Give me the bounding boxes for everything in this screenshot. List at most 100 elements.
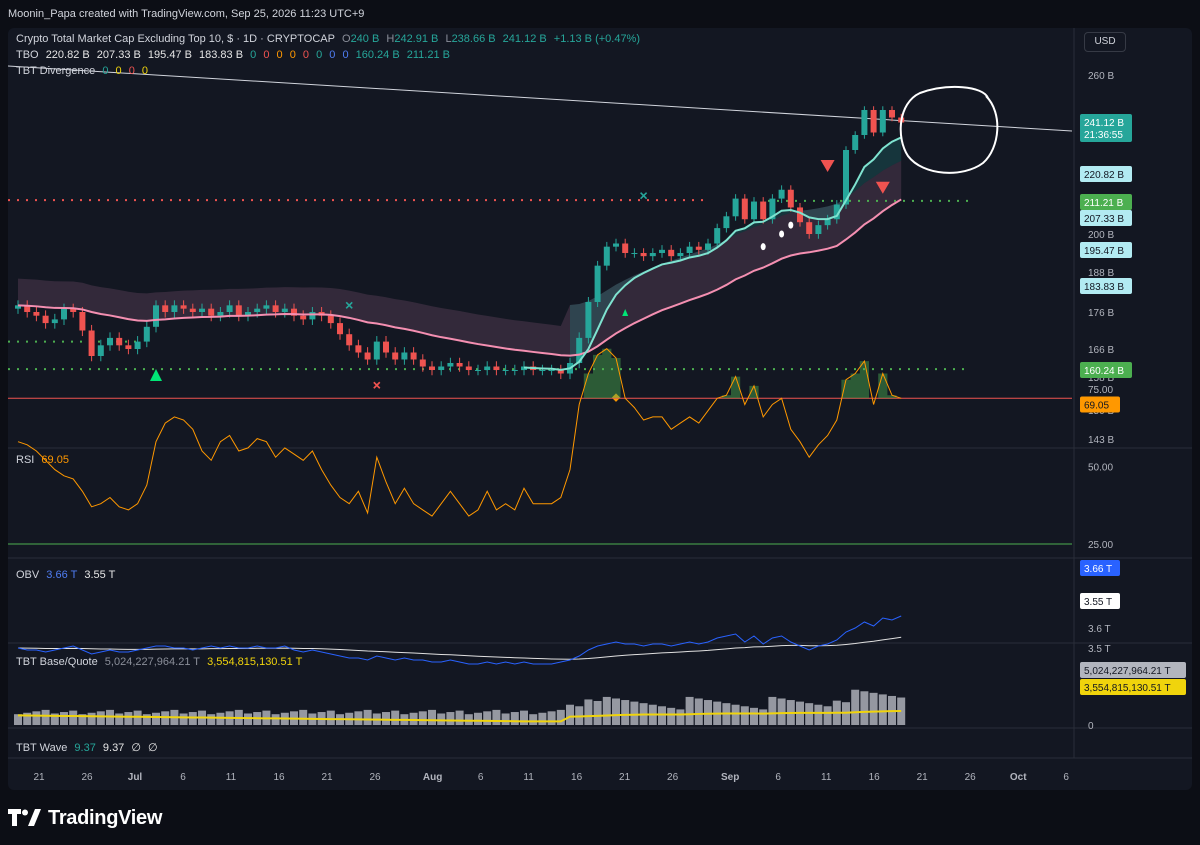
rsi-value: 69.05 — [41, 454, 69, 466]
tbo-legend[interactable]: TBO 220.82 B 207.33 B 195.47 B 183.83 B … — [16, 49, 450, 61]
candle — [622, 243, 629, 253]
base-quote-bar — [740, 706, 749, 725]
candle — [778, 189, 785, 199]
time-axis-label: Aug — [423, 772, 442, 783]
main-legend[interactable]: Crypto Total Market Cap Excluding Top 10… — [16, 33, 641, 45]
base-quote-bar — [474, 712, 482, 725]
time-axis-label: 26 — [965, 772, 977, 783]
base-quote-bar — [823, 706, 832, 725]
candle — [162, 305, 169, 312]
rsi-name[interactable]: RSI — [16, 454, 35, 466]
time-axis-label: 26 — [667, 772, 679, 783]
base-quote-bar — [814, 704, 823, 725]
rsi-axis-label: 25.00 — [1088, 540, 1113, 551]
brand-name: TradingView — [48, 806, 163, 829]
price-axis-label: 158 B — [1088, 373, 1114, 384]
rsi-line — [17, 348, 902, 517]
candle — [465, 366, 472, 370]
time-axis-label: 6 — [180, 772, 186, 783]
base-quote-bar — [510, 712, 519, 725]
tradingview-logo-icon — [8, 808, 42, 828]
price-tag-text: 183.83 B — [1084, 282, 1124, 293]
wave-name[interactable]: TBT Wave — [16, 742, 68, 754]
candle — [879, 110, 886, 133]
base-quote-bar — [354, 711, 363, 725]
base-quote-line-tag-text: 3,554,815,130.51 T — [1084, 683, 1171, 694]
candle — [870, 110, 877, 133]
base-quote-axis-label: 0 — [1088, 721, 1094, 732]
time-axis-label: 16 — [571, 772, 583, 783]
low-value: 238.66 B — [451, 33, 496, 45]
top-bar: Moonin_Papa created with TradingView.com… — [0, 0, 1200, 26]
price-tag-countdown: 21:36:55 — [1084, 130, 1123, 141]
candle — [649, 253, 656, 257]
price-tag — [1080, 278, 1132, 294]
candle — [695, 246, 702, 250]
candle — [309, 312, 316, 320]
time-axis-label: Sep — [721, 772, 739, 783]
candle — [79, 312, 86, 331]
divergence-legend[interactable]: TBT Divergence 0 0 0 0 — [16, 65, 149, 77]
base-quote-bar — [271, 714, 280, 725]
tradingview-brand[interactable]: TradingView — [8, 805, 162, 831]
time-axis-label: 16 — [273, 772, 285, 783]
currency-button[interactable]: USD — [1084, 32, 1126, 52]
base-quote-bar — [14, 714, 22, 725]
rsi-axis-label: 50.00 — [1088, 463, 1113, 474]
price-tag — [1080, 242, 1132, 258]
candle — [134, 341, 141, 349]
buy-signal-small-triangle — [622, 309, 629, 316]
base-quote-name[interactable]: TBT Base/Quote — [16, 656, 98, 668]
wave-legend[interactable]: TBT Wave 9.37 9.37 ∅ ∅ — [16, 742, 158, 754]
price-axis-label: 200 B — [1088, 230, 1114, 241]
candle — [456, 363, 463, 367]
sell-signal-triangle — [820, 160, 835, 172]
base-quote-bar — [78, 714, 87, 725]
symbol-title[interactable]: Crypto Total Market Cap Excluding Top 10… — [16, 33, 335, 45]
candle — [631, 253, 638, 254]
candle — [33, 312, 40, 316]
candle — [806, 222, 813, 234]
candle — [15, 305, 21, 309]
price-tag-text: 207.33 B — [1084, 214, 1124, 225]
base-quote-bar — [621, 700, 630, 725]
change-value: +1.13 B (+0.47%) — [553, 33, 641, 45]
time-axis-label: 26 — [369, 772, 381, 783]
base-quote-bar — [124, 712, 133, 725]
base-quote-bar — [455, 710, 464, 725]
base-quote-bar — [244, 713, 252, 725]
time-axis-label: 6 — [1063, 772, 1069, 783]
base-quote-bar — [805, 703, 814, 725]
candle — [511, 370, 518, 371]
time-axis-label: 11 — [226, 772, 237, 783]
obv-name[interactable]: OBV — [16, 569, 40, 581]
base-quote-bar — [676, 709, 685, 725]
rsi-legend[interactable]: RSI 69.05 — [16, 454, 73, 466]
base-quote-bar — [142, 714, 151, 725]
base-quote-legend[interactable]: TBT Base/Quote 5,024,227,964.21 T 3,554,… — [16, 656, 303, 668]
base-quote-bar — [667, 707, 676, 725]
candle — [751, 201, 757, 220]
base-quote-line-tag — [1080, 679, 1186, 695]
base-quote-bar — [878, 694, 887, 725]
base-quote-bar — [96, 711, 105, 725]
candle — [97, 345, 104, 356]
price-tag-text: 241.12 B — [1084, 118, 1124, 129]
base-quote-bar — [87, 712, 96, 725]
candle — [787, 189, 794, 208]
base-quote-bar — [207, 714, 216, 725]
candle — [493, 366, 500, 370]
candle — [346, 334, 353, 346]
divergence-name[interactable]: TBT Divergence — [16, 65, 96, 77]
candle — [668, 249, 675, 257]
candle — [116, 337, 123, 346]
obv-legend[interactable]: OBV 3.66 T 3.55 T — [16, 569, 116, 581]
candle — [502, 370, 509, 371]
chart-credit: Moonin_Papa created with TradingView.com… — [8, 8, 365, 20]
candle — [447, 363, 454, 367]
candle — [337, 323, 343, 335]
base-quote-bar — [492, 709, 501, 725]
tbo-name[interactable]: TBO — [16, 49, 39, 61]
